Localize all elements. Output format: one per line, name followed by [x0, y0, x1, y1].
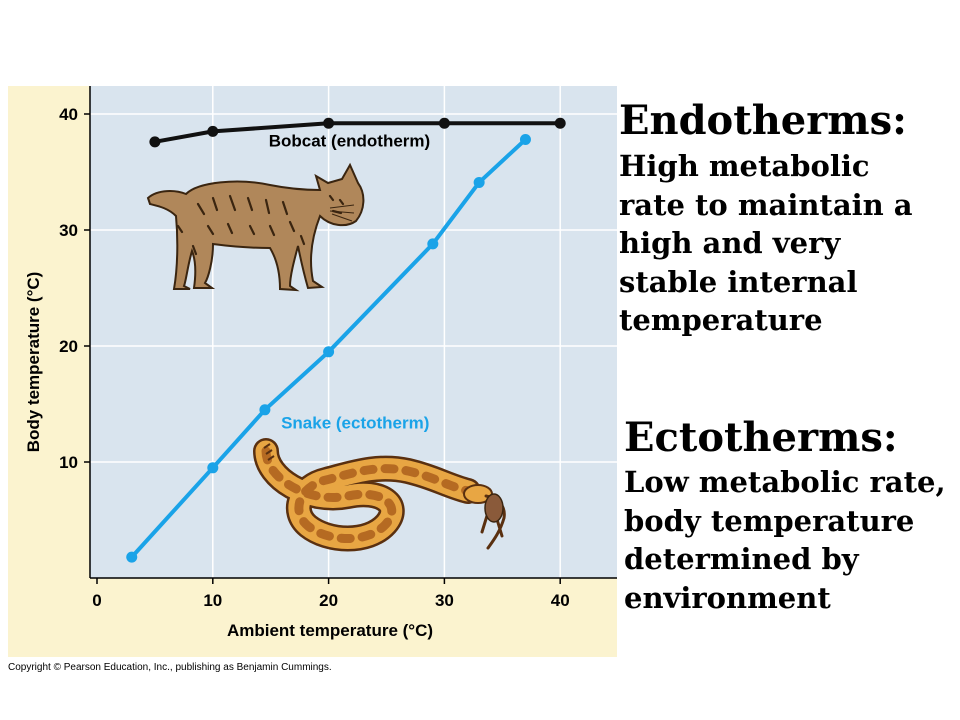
x-tick-label: 20: [319, 591, 338, 610]
data-point: [207, 125, 219, 137]
endotherms-description-line: rate to maintain a: [619, 187, 913, 222]
x-tick-label: 30: [435, 591, 454, 610]
x-tick-label: 40: [551, 591, 570, 610]
x-tick-label: 10: [203, 591, 222, 610]
data-point: [207, 462, 219, 474]
x-tick-label: 0: [92, 591, 101, 610]
copyright-notice: Copyright © Pearson Education, Inc., pub…: [8, 662, 332, 673]
data-point: [438, 117, 450, 129]
endotherms-description-line: stable internal: [619, 264, 858, 299]
ectotherms-description-line: environment: [624, 580, 831, 615]
ectotherms-description: Low metabolic rate, body temperature deter…: [624, 463, 946, 617]
endotherms-description: High metabolic rate to maintain a high and…: [619, 147, 913, 340]
snake-illustration: [253, 438, 506, 552]
bobcat-illustration: [146, 162, 365, 292]
series-labels: Bobcat (endotherm) Snake (ectotherm): [269, 131, 431, 432]
series-label: Bobcat (endotherm): [269, 131, 431, 150]
series-label: Snake (ectotherm): [281, 413, 429, 432]
ectotherms-description-line: Low metabolic rate,: [624, 465, 946, 499]
y-tick-label: 10: [59, 453, 78, 472]
endotherms-description-line: high and very: [619, 226, 841, 260]
axis-ticks: 0 10 20 30 40 10 20 30 40: [59, 105, 570, 610]
y-tick-label: 30: [59, 221, 78, 240]
y-tick-label: 40: [59, 105, 78, 124]
data-point: [519, 134, 531, 146]
endotherms-description-line: High metabolic: [619, 149, 870, 183]
series-layer: [126, 117, 566, 563]
data-point: [427, 238, 439, 250]
x-axis-label: Ambient temperature (°C): [227, 621, 433, 640]
data-point: [473, 176, 485, 188]
ectotherms-description-line: determined by: [624, 542, 859, 576]
ectotherms-heading: Ectotherms:: [624, 414, 898, 461]
endotherms-description-line: temperature: [619, 303, 823, 337]
endotherms-heading: Endotherms:: [619, 97, 907, 144]
gridlines: [90, 86, 617, 578]
data-point: [259, 404, 271, 416]
y-axis-label: Body temperature (°C): [24, 272, 43, 453]
y-tick-label: 20: [59, 337, 78, 356]
ectotherms-description-line: body temperature: [624, 503, 915, 538]
chart-panel: 0 10 20 30 40 10 20 30 40 Bobcat (endotherm) Snak…: [8, 86, 617, 657]
data-point: [323, 346, 335, 358]
chart: 0 10 20 30 40 10 20 30 40 Bobcat (endotherm) Snak…: [24, 86, 617, 640]
data-point: [554, 117, 566, 129]
data-point: [149, 136, 161, 148]
data-point: [323, 117, 335, 129]
data-point: [126, 551, 138, 563]
